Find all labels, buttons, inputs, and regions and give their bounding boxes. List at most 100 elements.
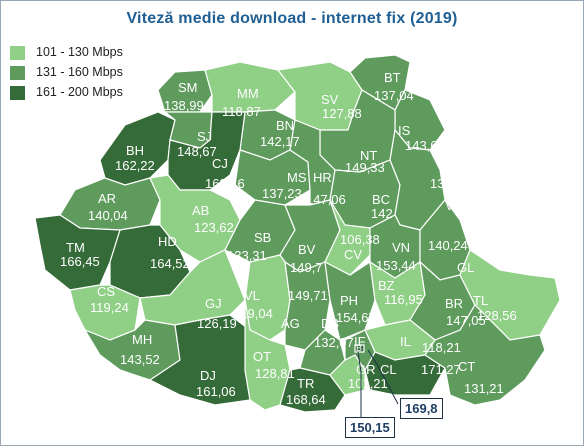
county-value-sj: 148,67 (177, 144, 217, 159)
county-value-bh: 162,22 (115, 158, 155, 173)
county-code-sm: SM (178, 80, 198, 95)
county-code-ms: MS (287, 170, 307, 185)
county-value-tl: 128,56 (477, 308, 517, 323)
county-value-ar: 140,04 (88, 208, 128, 223)
county-value-hr: 147,06 (306, 192, 346, 207)
county-code-ag: AG (281, 316, 300, 331)
county-code-cj: CJ (212, 156, 228, 171)
county-code-bh: BH (126, 143, 144, 158)
county-value-bn: 142,17 (260, 134, 300, 149)
county-cj (167, 111, 246, 191)
county-code-cs: CS (97, 284, 115, 299)
county-value-ph: 154,67 (336, 310, 376, 325)
county-value-db: 132,07 (314, 335, 354, 350)
county-regions (34, 54, 561, 413)
county-code-nt: NT (360, 148, 377, 163)
callout-if-value: 150,15 (350, 420, 390, 435)
county-code-mm: MM (237, 86, 259, 101)
county-code-bz: BZ (378, 278, 395, 293)
county-code-b: B (356, 343, 362, 353)
county-value-nt: 149,33 (345, 160, 385, 175)
county-code-sj: SJ (197, 129, 212, 144)
county-code-tl: TL (473, 293, 488, 308)
county-code-ph: PH (340, 293, 358, 308)
county-value-is: 143,68 (405, 138, 445, 153)
county-value-br: 147,05 (446, 313, 486, 328)
county-code-bc: BC (372, 192, 390, 207)
county-ph (324, 260, 376, 341)
county-code-il: IL (400, 334, 411, 349)
legend-item-low: 101 - 130 Mbps (10, 44, 160, 64)
county-tm (34, 214, 121, 291)
county-value-ag: 149,71 (288, 288, 328, 303)
callout-lines (357, 349, 399, 418)
county-b (354, 344, 365, 353)
callout-b-value: 169,8 (405, 401, 438, 416)
county-cv (324, 199, 371, 276)
county-value-dj: 161,06 (196, 384, 236, 399)
county-value-gj: 126,19 (197, 316, 237, 331)
county-value-bz: 116,95 (384, 292, 423, 307)
county-value-bv: 149,7 (290, 260, 323, 275)
county-code-vn: VN (392, 240, 410, 255)
county-code-gl: GL (457, 260, 474, 275)
legend-swatch-low (10, 46, 25, 60)
county-value-gr: 101,21 (348, 376, 388, 391)
county-value-hd: 164,52 (150, 256, 190, 271)
legend-label-mid: 131 - 160 Mbps (36, 65, 123, 79)
county-code-sv: SV (321, 92, 339, 107)
county-code-hd: HD (158, 234, 177, 249)
county-code-vs: VS (445, 198, 463, 213)
county-value-mh: 143,52 (120, 352, 160, 367)
legend-item-mid: 131 - 160 Mbps (10, 64, 160, 84)
county-value-sv: 127,88 (322, 106, 362, 121)
county-code-cl: CL (380, 362, 397, 377)
legend: 101 - 130 Mbps 131 - 160 Mbps 161 - 200 … (10, 44, 160, 104)
county-code-bn: BN (276, 118, 294, 133)
county-value-sb: 133,31 (227, 248, 267, 263)
county-code-sb: SB (254, 230, 271, 245)
legend-swatch-mid (10, 66, 25, 80)
county-code-cv: CV (344, 247, 362, 262)
county-value-sm: 138,99 (164, 98, 204, 113)
legend-swatch-high (10, 86, 25, 100)
county-code-if: IF (354, 334, 366, 349)
legend-item-high: 161 - 200 Mbps (10, 84, 160, 104)
county-code-hr: HR (313, 170, 332, 185)
county-code-br: BR (445, 296, 463, 311)
county-code-mh: MH (132, 332, 152, 347)
county-code-gj: GJ (205, 296, 222, 311)
county-value-ot: 128,81 (255, 366, 295, 381)
county-code-bt: BT (384, 70, 401, 85)
county-value-bc: 142 (371, 206, 393, 221)
county-code-ct: CT (458, 359, 475, 374)
county-value-tm: 166,45 (60, 254, 100, 269)
county-code-ot: OT (253, 349, 271, 364)
county-value-ms: 137,23 (262, 186, 302, 201)
callout-if: 150,15 (345, 417, 395, 438)
county-value-il: 118,21 (422, 340, 461, 355)
county-code-vl: VL (244, 288, 260, 303)
county-value-vs: 131,79 (430, 176, 470, 191)
county-value-vl: 119,04 (234, 306, 273, 321)
county-code-bv: BV (298, 242, 316, 257)
county-code-tr: TR (297, 376, 314, 391)
county-value-cv: 106,38 (340, 232, 380, 247)
county-value-ct: 131,21 (464, 381, 504, 396)
county-value-ab: 123,62 (194, 220, 234, 235)
county-value-bt: 137,04 (374, 88, 414, 103)
county-code-gr: GR (356, 362, 376, 377)
county-code-dj: DJ (200, 368, 216, 383)
county-value-cl: 171,27 (421, 362, 461, 377)
county-code-db: DB (321, 316, 339, 331)
county-value-tr: 168,64 (286, 392, 326, 407)
county-value-mm: 118,87 (222, 104, 261, 119)
county-value-cs: 119,24 (90, 300, 129, 315)
county-code-ar: AR (98, 191, 116, 206)
county-code-tm: TM (66, 240, 85, 255)
map-title: Viteză medie download - internet fix (20… (126, 10, 458, 27)
county-value-gl: 140,24 (428, 238, 468, 253)
county-value-cj: 168,46 (205, 176, 245, 191)
county-code-is: IS (398, 123, 411, 138)
